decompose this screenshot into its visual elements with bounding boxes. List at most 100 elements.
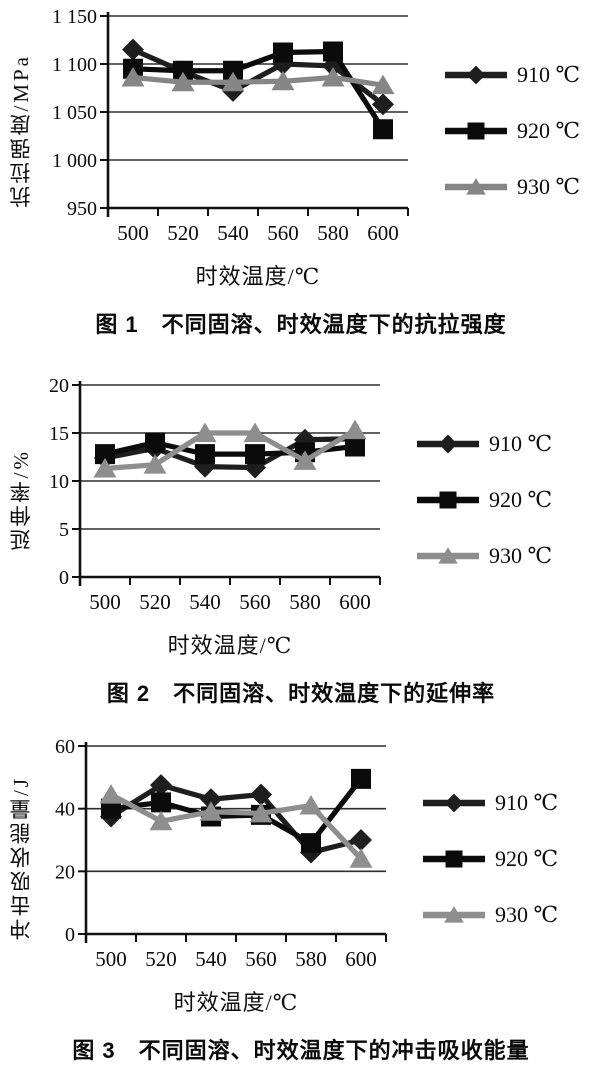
series-line <box>132 74 384 88</box>
y-tick-label: 1 050 <box>52 102 97 124</box>
figure-3-chart-row: 冲击吸收能量/J 0 20 40 60 500 520 540 560 580 600 910 ℃… <box>6 734 611 983</box>
tick-labels: 950 1 000 1 050 1 100 1 150 500 520 540 560 580 60… <box>52 6 399 245</box>
x-tick-label: 600 <box>339 590 371 614</box>
diamond-marker-icon <box>200 788 222 811</box>
triangle-legend-icon <box>423 905 485 923</box>
legend-label: 930 ℃ <box>517 173 581 199</box>
legend-item-910℃: 910 ℃ <box>416 431 552 457</box>
legend-item-930℃: 930 ℃ <box>422 902 558 928</box>
triangle-legend-icon <box>445 177 507 195</box>
axes <box>78 742 387 943</box>
legend-item-910℃: 910 ℃ <box>422 790 558 816</box>
series-920℃ <box>95 432 365 465</box>
x-tick-label: 580 <box>317 221 349 245</box>
diamond-marker-icon <box>372 93 394 116</box>
legend-label: 920 ℃ <box>495 845 559 871</box>
diamond-marker-icon <box>122 38 144 61</box>
figure-1-plot: 950 1 000 1 050 1 100 1 150 500 520 540 560 580 60… <box>40 4 422 257</box>
square-marker-icon <box>101 798 121 819</box>
figure-1-line-chart: 950 1 000 1 050 1 100 1 150 500 520 540 560 580 60… <box>52 6 409 245</box>
triangle-marker-icon <box>271 70 295 91</box>
legend-label: 920 ℃ <box>517 117 581 143</box>
figure-1-y-axis-label: 抗拉强度/MPa <box>9 53 33 208</box>
triangle-marker-icon <box>438 546 458 564</box>
triangle-marker-icon <box>343 419 367 440</box>
axes <box>100 12 409 217</box>
square-marker-icon <box>301 833 321 854</box>
tick-labels: 0 20 40 60 500 520 540 560 580 600 <box>55 736 377 971</box>
diamond-legend-icon <box>423 793 485 812</box>
y-tick-label: 0 <box>65 924 75 946</box>
legend-label: 910 ℃ <box>517 61 581 87</box>
diamond-legend-icon <box>417 434 479 453</box>
figure-3: 冲击吸收能量/J 0 20 40 60 500 520 540 560 580 600 910 ℃… <box>6 708 611 1065</box>
square-marker-icon <box>323 41 343 62</box>
figure-2-y-axis-label: 延伸率/% <box>9 448 33 551</box>
figure-2-chart-row: 延伸率/% 0 5 10 15 20 500 520 540 560 580 600 910 ℃ 92… <box>6 373 611 626</box>
figure-2-caption: 图 2 不同固溶、时效温度下的延伸率 <box>106 681 496 706</box>
series-line <box>104 427 357 472</box>
legend-item-920℃: 920 ℃ <box>416 487 552 513</box>
figure-2-legend: 910 ℃ 920 ℃ 930 ℃ <box>416 431 552 569</box>
figure-3-caption: 图 3 不同固溶、时效温度下的冲击吸收能量 <box>72 1038 530 1063</box>
figure-1: 抗拉强度/MPa 950 1 000 1 050 1 100 1 150 500 520 54… <box>6 0 611 339</box>
y-tick-label: 0 <box>59 567 69 589</box>
series-910℃ <box>122 38 394 116</box>
y-tick-label: 20 <box>49 375 69 397</box>
y-tick-label: 20 <box>55 861 75 883</box>
square-legend-icon <box>423 850 485 867</box>
y-tick-label: 60 <box>55 736 75 758</box>
diamond-legend-icon <box>445 65 507 84</box>
triangle-marker-icon <box>99 784 123 804</box>
square-marker-icon <box>373 119 393 140</box>
figure-2-x-axis-label: 时效温度/℃ <box>167 633 293 658</box>
series-line <box>132 48 386 131</box>
square-legend-icon <box>417 491 479 508</box>
triangle-marker-icon <box>199 801 223 821</box>
figure-3-legend: 910 ℃ 920 ℃ 930 ℃ <box>422 790 558 928</box>
y-tick-label: 1 150 <box>52 6 97 28</box>
figure-3-line-chart: 0 20 40 60 500 520 540 560 580 600 <box>55 736 387 971</box>
figure-1-x-axis-label: 时效温度/℃ <box>195 264 321 289</box>
triangle-marker-icon <box>371 74 395 95</box>
square-marker-icon <box>273 42 293 63</box>
y-tick-label: 1 100 <box>52 54 97 76</box>
triangle-marker-icon <box>349 848 373 868</box>
x-tick-label: 520 <box>167 221 199 245</box>
legend-label: 930 ℃ <box>495 901 559 927</box>
figure-2: 延伸率/% 0 5 10 15 20 500 520 540 560 580 600 910 ℃ 92… <box>6 339 611 708</box>
legend-label: 920 ℃ <box>489 486 553 512</box>
x-tick-label: 540 <box>195 947 227 971</box>
square-marker-icon <box>467 122 485 139</box>
y-tick-label: 5 <box>59 519 69 541</box>
triangle-marker-icon <box>171 71 195 92</box>
triangle-marker-icon <box>143 454 167 474</box>
legend-item-920℃: 920 ℃ <box>422 846 558 872</box>
series-930℃ <box>99 784 373 868</box>
x-tick-label: 500 <box>117 221 149 245</box>
legend-label: 910 ℃ <box>489 430 553 456</box>
square-marker-icon <box>223 60 243 81</box>
legend-label: 910 ℃ <box>495 789 559 815</box>
square-marker-icon <box>439 491 457 508</box>
x-tick-label: 540 <box>189 590 221 614</box>
page: 抗拉强度/MPa 950 1 000 1 050 1 100 1 150 500 520 54… <box>6 0 611 1063</box>
square-marker-icon <box>95 444 115 465</box>
series-920℃ <box>123 41 393 140</box>
square-marker-icon <box>245 444 265 465</box>
figure-1-chart-row: 抗拉强度/MPa 950 1 000 1 050 1 100 1 150 500 520 54… <box>6 4 611 257</box>
triangle-marker-icon <box>466 177 486 195</box>
axes <box>72 381 381 586</box>
figure-3-y-axis-label: 冲击吸收能量/J <box>9 776 33 941</box>
series-930℃ <box>121 66 395 95</box>
x-tick-label: 560 <box>245 947 277 971</box>
y-tick-label: 15 <box>49 423 69 445</box>
x-tick-label: 520 <box>145 947 177 971</box>
triangle-marker-icon <box>299 795 323 815</box>
triangle-marker-icon <box>121 66 145 87</box>
square-marker-icon <box>151 792 171 813</box>
y-tick-label: 1 000 <box>52 150 97 172</box>
legend-label: 930 ℃ <box>489 542 553 568</box>
x-tick-label: 540 <box>217 221 249 245</box>
figure-1-legend: 910 ℃ 920 ℃ 930 ℃ <box>444 62 580 200</box>
